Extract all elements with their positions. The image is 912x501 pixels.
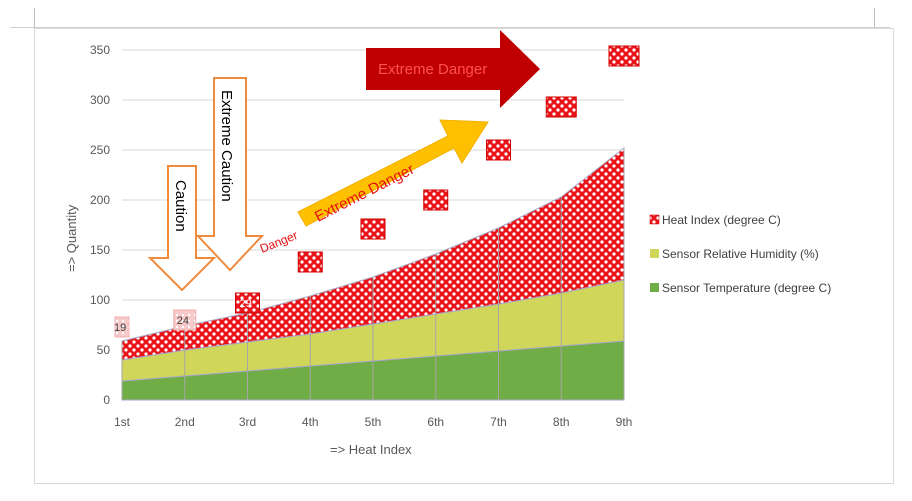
y-tick-label: 200 — [90, 193, 110, 207]
heat-index-marker — [608, 45, 640, 67]
corner-mark-right — [874, 8, 875, 28]
caution-label: Caution — [172, 180, 189, 232]
y-tick-label: 250 — [90, 143, 110, 157]
extreme-danger-label-top: Extreme Danger — [378, 61, 487, 78]
y-tick-label: 350 — [90, 43, 110, 57]
x-tick-label: 2nd — [175, 415, 195, 429]
y-axis-title: => Quantity — [64, 204, 79, 272]
category-lines — [121, 148, 625, 400]
danger-label: Danger — [258, 228, 300, 256]
heat-index-marker — [423, 189, 449, 211]
legend-swatch — [649, 214, 660, 225]
y-axis-ticks: 0 50 100 150 200 250 300 350 — [90, 43, 110, 407]
legend-swatch — [650, 249, 659, 258]
extreme-danger-label-mid: Extreme Danger — [312, 161, 417, 226]
corner-mark-left — [34, 8, 35, 28]
x-tick-label: 6th — [427, 415, 444, 429]
x-axis-ticks: 1st 2nd 3rd 4th 5th 6th 7th 8th 9th — [114, 415, 632, 429]
x-tick-label: 5th — [365, 415, 382, 429]
legend-label: Heat Index (degree C) — [662, 213, 781, 227]
x-axis-title: => Heat Index — [330, 442, 412, 457]
heat-index-marker — [173, 309, 197, 331]
heat-index-marker — [114, 316, 130, 338]
heat-index-data-label: 29 — [240, 298, 252, 310]
extreme-danger-arrow-mid: Extreme Danger — [297, 119, 489, 227]
y-tick-label: 0 — [103, 393, 110, 407]
danger-label-group: Danger — [258, 228, 300, 256]
heat-index-marker — [297, 251, 323, 273]
heat-index-marker — [360, 218, 386, 240]
x-tick-label: 1st — [114, 415, 131, 429]
heat-index-marker — [486, 139, 511, 161]
caution-arrow: Caution — [147, 165, 217, 292]
heat-index-data-label: 24 — [177, 315, 189, 327]
legend: Heat Index (degree C) Sensor Relative Hum… — [649, 213, 831, 295]
legend-label: Sensor Relative Humidity (%) — [662, 247, 819, 261]
extreme-caution-label: Extreme Caution — [218, 90, 235, 202]
heat-index-data-label: 19 — [114, 322, 126, 334]
y-tick-label: 100 — [90, 293, 110, 307]
x-tick-label: 9th — [616, 415, 633, 429]
extreme-caution-arrow: Extreme Caution — [195, 77, 265, 272]
legend-swatch — [650, 283, 659, 292]
chart-frame — [34, 28, 894, 484]
legend-label: Sensor Temperature (degree C) — [662, 281, 831, 295]
heat-index-markers: 19 24 29 — [114, 45, 640, 338]
y-tick-label: 50 — [97, 343, 111, 357]
y-tick-label: 150 — [90, 243, 110, 257]
x-tick-label: 3rd — [239, 415, 256, 429]
y-tick-label: 300 — [90, 93, 110, 107]
heat-index-marker — [545, 96, 577, 118]
heat-index-marker — [235, 292, 260, 314]
x-tick-label: 7th — [490, 415, 507, 429]
x-tick-label: 4th — [302, 415, 319, 429]
x-tick-label: 8th — [553, 415, 570, 429]
top-rule — [10, 27, 890, 28]
extreme-danger-arrow-top: Extreme Danger — [366, 30, 540, 108]
